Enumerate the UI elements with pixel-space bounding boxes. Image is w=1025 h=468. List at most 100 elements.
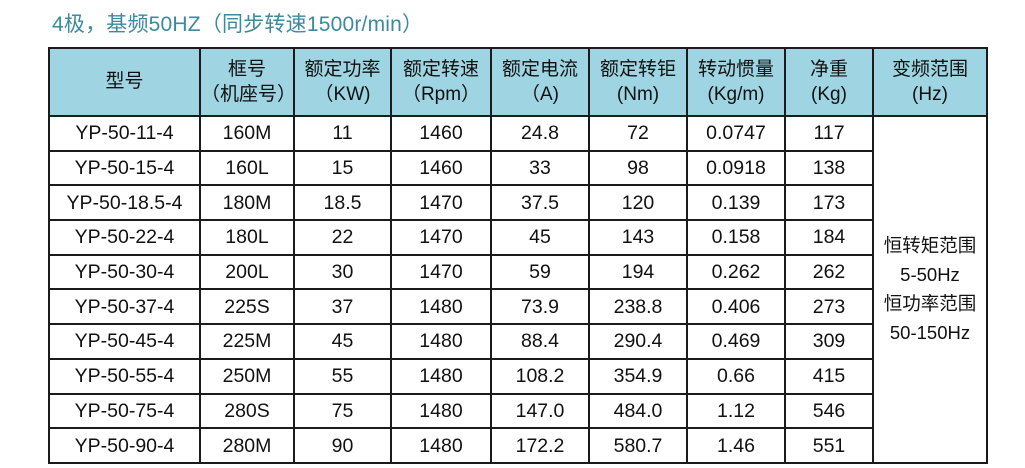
cell-speed: 1480 — [390, 323, 492, 360]
vfd-range-line4: 50-150Hz — [889, 322, 971, 344]
cell-frame: 280S — [199, 392, 295, 430]
cell-model: YP-50-55-4 — [48, 357, 201, 395]
cell-power: 22 — [293, 219, 392, 256]
cell-frame: 200L — [199, 253, 295, 291]
table-row: YP-50-55-4 250M 55 1480 108.2 354.9 0.66… — [48, 357, 987, 395]
cell-weight: 415 — [784, 357, 874, 395]
cell-frame: 160L — [199, 149, 295, 187]
cell-vfd-range-merged: 恒转矩范围 5-50Hz 恒功率范围 50-150Hz — [872, 115, 988, 464]
cell-frame: 180L — [199, 219, 295, 256]
cell-frame: 160M — [199, 115, 295, 152]
table-row: YP-50-37-4 225S 37 1480 73.9 238.8 0.406… — [48, 288, 987, 326]
cell-frame: 225M — [199, 323, 295, 360]
cell-inertia: 0.139 — [686, 184, 786, 222]
cell-speed: 1470 — [390, 219, 492, 256]
table-row: YP-50-45-4 225M 45 1480 88.4 290.4 0.469… — [48, 323, 987, 360]
column-header-vfd-range: 变频范围 (Hz) — [872, 47, 988, 117]
cell-inertia: 0.406 — [686, 288, 786, 326]
cell-speed: 1470 — [390, 253, 492, 291]
cell-weight: 273 — [784, 288, 874, 326]
cell-torque: 580.7 — [588, 427, 688, 464]
cell-frame: 225S — [199, 288, 295, 326]
cell-inertia: 0.0747 — [686, 115, 786, 152]
cell-current: 172.2 — [490, 427, 590, 464]
column-header-vfd-range-line2: (Hz) — [912, 84, 948, 105]
cell-current: 59 — [490, 253, 590, 291]
column-header-model: 型号 — [48, 47, 201, 117]
cell-model: YP-50-75-4 — [48, 392, 201, 430]
column-header-model-line1: 型号 — [105, 71, 144, 92]
cell-inertia: 0.66 — [686, 357, 786, 395]
column-header-vfd-range-line1: 变频范围 — [891, 59, 968, 80]
cell-torque: 290.4 — [588, 323, 688, 360]
cell-model: YP-50-37-4 — [48, 288, 201, 326]
cell-power: 11 — [293, 115, 392, 152]
cell-weight: 546 — [784, 392, 874, 430]
column-header-net-weight-line1: 净重 — [809, 59, 848, 80]
cell-speed: 1480 — [390, 288, 492, 326]
cell-speed: 1480 — [390, 427, 492, 464]
cell-power: 30 — [293, 253, 392, 291]
column-header-rated-torque: 额定转钜 (Nm) — [588, 47, 688, 117]
cell-current: 24.8 — [490, 115, 590, 152]
motor-spec-table: 型号 框号 （机座号） 额定功率 （KW) 额定转速 （Rpm） — [48, 47, 988, 464]
cell-weight: 262 — [784, 253, 874, 291]
cell-weight: 173 — [784, 184, 874, 222]
cell-speed: 1480 — [390, 392, 492, 430]
cell-model: YP-50-11-4 — [48, 115, 201, 152]
cell-power: 90 — [293, 427, 392, 464]
vfd-range-line2: 5-50Hz — [900, 264, 960, 286]
cell-torque: 484.0 — [588, 392, 688, 430]
cell-model: YP-50-15-4 — [48, 149, 201, 187]
cell-power: 45 — [293, 323, 392, 360]
cell-current: 45 — [490, 219, 590, 256]
column-header-inertia-line1: 转动惯量 — [697, 59, 774, 80]
column-header-rated-current-line2: （A) — [520, 84, 559, 105]
cell-current: 37.5 — [490, 184, 590, 222]
cell-model: YP-50-22-4 — [48, 219, 201, 256]
table-row: YP-50-15-4 160L 15 1460 33 98 0.0918 138 — [48, 149, 987, 187]
table-header: 型号 框号 （机座号） 额定功率 （KW) 额定转速 （Rpm） — [48, 47, 988, 117]
column-header-frame-line2: （机座号） — [201, 84, 297, 105]
cell-speed: 1460 — [390, 115, 492, 152]
table-row: YP-50-18.5-4 180M 18.5 1470 37.5 120 0.1… — [48, 184, 987, 222]
cell-model: YP-50-30-4 — [48, 253, 201, 291]
column-header-rated-speed-line2: （Rpm） — [401, 84, 481, 105]
cell-power: 15 — [293, 149, 392, 187]
cell-torque: 143 — [588, 219, 688, 256]
column-header-net-weight: 净重 (Kg) — [784, 47, 874, 117]
table-row: YP-50-30-4 200L 30 1470 59 194 0.262 262 — [48, 253, 987, 291]
cell-torque: 120 — [588, 184, 688, 222]
vfd-range-line1: 恒转矩范围 — [883, 235, 977, 257]
cell-power: 55 — [293, 357, 392, 395]
cell-power: 75 — [293, 392, 392, 430]
cell-inertia: 1.12 — [686, 392, 786, 430]
cell-current: 88.4 — [490, 323, 590, 360]
cell-inertia: 0.469 — [686, 323, 786, 360]
header-row: 型号 框号 （机座号） 额定功率 （KW) 额定转速 （Rpm） — [48, 47, 988, 117]
cell-current: 108.2 — [490, 357, 590, 395]
vfd-range-line3: 恒功率范围 — [883, 293, 977, 315]
column-header-rated-current-line1: 额定电流 — [501, 59, 578, 80]
column-header-rated-power: 额定功率 （KW) — [293, 47, 392, 117]
cell-power: 37 — [293, 288, 392, 326]
cell-inertia: 1.46 — [686, 427, 786, 464]
column-header-net-weight-line2: (Kg) — [811, 84, 847, 105]
cell-speed: 1460 — [390, 149, 492, 187]
cell-torque: 354.9 — [588, 357, 688, 395]
cell-weight: 551 — [784, 427, 874, 464]
column-header-frame: 框号 （机座号） — [199, 47, 297, 117]
column-header-rated-speed-line1: 额定转速 — [402, 59, 479, 80]
cell-model: YP-50-90-4 — [48, 427, 201, 464]
cell-speed: 1480 — [390, 357, 492, 395]
cell-weight: 117 — [784, 115, 874, 152]
table-row: YP-50-75-4 280S 75 1480 147.0 484.0 1.12… — [48, 392, 987, 430]
page-title: 4极，基频50HZ（同步转速1500r/min） — [52, 13, 424, 36]
cell-weight: 184 — [784, 219, 874, 256]
cell-power: 18.5 — [293, 184, 392, 222]
table-row: YP-50-22-4 180L 22 1470 45 143 0.158 184 — [48, 219, 987, 256]
table-row: YP-50-11-4 160M 11 1460 24.8 72 0.0747 1… — [48, 115, 988, 464]
cell-current: 73.9 — [490, 288, 590, 326]
cell-current: 33 — [490, 149, 590, 187]
